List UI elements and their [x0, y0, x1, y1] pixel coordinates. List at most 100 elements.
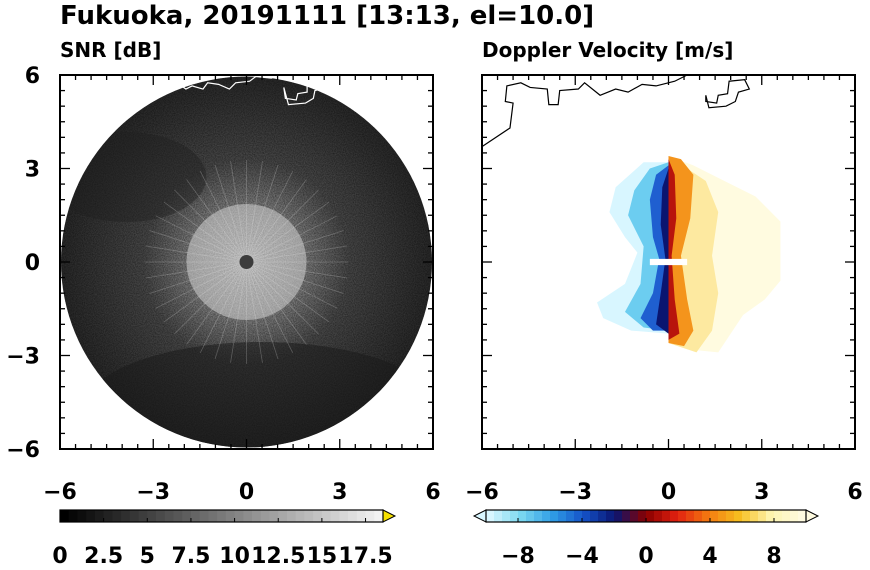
snr-colorbar-segment [304, 510, 314, 522]
snr-colorbar-segment [138, 510, 148, 522]
velocity-colorbar-segment [486, 510, 495, 522]
velocity-x-tick-label: 3 [754, 480, 769, 505]
snr-colorbar-segment [217, 510, 227, 522]
snr-colorbar-label: 12.5 [251, 544, 305, 569]
snr-colorbar-segment [199, 510, 209, 522]
snr-ray-streak [230, 261, 247, 363]
snr-colorbar-segment [339, 510, 349, 522]
snr-ray-streak [199, 261, 247, 354]
snr-ray-streak [145, 261, 247, 279]
velocity-colorbar-label: −4 [565, 544, 599, 569]
snr-colorbar-segment [348, 510, 358, 522]
snr-ray-streak [174, 261, 247, 335]
snr-ray-streak [199, 170, 247, 263]
snr-y-tick-labels: 6 3 0 −3 −6 [6, 64, 40, 463]
snr-ray-streak [246, 261, 294, 354]
snr-colorbar-segment [225, 510, 236, 522]
snr-colorbar-label: 15 [307, 544, 338, 569]
velocity-colorbar-segment [558, 510, 567, 522]
velocity-axes [481, 74, 856, 450]
velocity-coastline-island [705, 79, 751, 109]
snr-panel-title: SNR [dB] [60, 38, 161, 62]
snr-ppi-image [61, 74, 432, 448]
velocity-colorbar-segment [670, 510, 679, 522]
snr-colorbar-segment [60, 510, 70, 522]
snr-dark-region-northwest [61, 132, 207, 222]
velocity-colorbar-segment [598, 510, 607, 522]
snr-colorbar-segment [243, 510, 253, 522]
snr-colorbar-segment [234, 510, 244, 522]
snr-ray-streak [246, 179, 307, 263]
velocity-colorbar-segment [702, 510, 711, 522]
snr-coastline [165, 74, 278, 90]
snr-y-tick-label: 6 [25, 64, 40, 89]
velocity-colorbar-segment [574, 510, 583, 522]
velocity-colorbar-segment [694, 510, 703, 522]
snr-y-tick-label: 0 [25, 251, 40, 276]
snr-ray-streak [155, 261, 247, 309]
snr-panel: SNR [dB] −6 −3 0 3 6 6 3 0 −3 −6 [6, 38, 440, 569]
snr-ray-streak [246, 261, 263, 363]
snr-colorbar-segment [77, 510, 87, 522]
velocity-colorbar-segment [494, 510, 503, 522]
velocity-colorbar-segment [790, 510, 799, 522]
snr-ray-streak [246, 215, 338, 263]
velocity-colorbar-segment [742, 510, 751, 522]
snr-colorbar [59, 509, 397, 523]
velocity-colorbar-segment [734, 510, 743, 522]
snr-colorbar-label: 2.5 [84, 544, 123, 569]
velocity-colorbar-labels: −8 −4 0 4 8 [501, 544, 782, 569]
snr-colorbar-segment [208, 510, 218, 522]
snr-colorbar-extend-max [382, 509, 397, 523]
velocity-colorbar-label: 8 [766, 544, 781, 569]
velocity-colorbar-segment [582, 510, 591, 522]
snr-ray-streak [246, 261, 338, 309]
velocity-colorbar-segment [758, 510, 767, 522]
snr-ray-streak [246, 201, 330, 263]
snr-colorbar-segment [286, 510, 297, 522]
snr-colorbar-label: 0 [52, 544, 67, 569]
snr-ray-streak [214, 261, 247, 360]
snr-x-tick-label: −6 [43, 480, 77, 505]
velocity-colorbar-segment [750, 510, 759, 522]
velocity-colorbar-segment [718, 510, 727, 522]
velocity-x-tick-label: 6 [847, 480, 862, 505]
velocity-ppi-image [481, 74, 781, 353]
snr-colorbar-frame [59, 509, 384, 523]
velocity-colorbar-segment [766, 510, 775, 522]
snr-ray-streak [149, 230, 247, 263]
snr-x-tick-label: 3 [332, 480, 347, 505]
snr-colorbar-segment [313, 510, 323, 522]
snr-ray-streak [246, 261, 279, 360]
velocity-blind-gap [649, 258, 688, 266]
snr-ray-streak [246, 170, 294, 263]
snr-ray-streak [246, 189, 319, 263]
snr-colorbar-segment [252, 510, 262, 522]
snr-colorbar-segment [103, 510, 113, 522]
snr-colorbar-label: 10 [219, 544, 250, 569]
velocity-colorbar-segment [678, 510, 687, 522]
velocity-x-tick-label: −6 [465, 480, 499, 505]
snr-ray-streak [246, 230, 344, 263]
velocity-colorbar-extend-min [472, 509, 487, 523]
velocity-colorbar-segment [638, 510, 647, 522]
velocity-panel-title: Doppler Velocity [m/s] [482, 38, 733, 62]
snr-colorbar-segment [374, 510, 384, 522]
velocity-region-zero-positive [668, 159, 680, 340]
snr-ray-streak [246, 261, 344, 294]
snr-colorbar-segment [129, 510, 140, 522]
snr-ray-streak [214, 164, 247, 263]
velocity-colorbar-segment [518, 510, 527, 522]
velocity-colorbar-label: −8 [501, 544, 535, 569]
velocity-region-zero-negative [656, 168, 669, 334]
velocity-coastline [481, 74, 688, 148]
snr-colorbar-labels: 0 2.5 5 7.5 10 12.5 15 17.5 [52, 544, 392, 569]
snr-colorbar-segment [330, 510, 340, 522]
snr-colorbar-segment [68, 510, 78, 522]
velocity-colorbar-segment [590, 510, 599, 522]
snr-colorbar-segment [182, 510, 192, 522]
velocity-colorbar-label: 4 [702, 544, 717, 569]
snr-ray-streak [246, 164, 279, 263]
velocity-colorbar-segment [542, 510, 551, 522]
